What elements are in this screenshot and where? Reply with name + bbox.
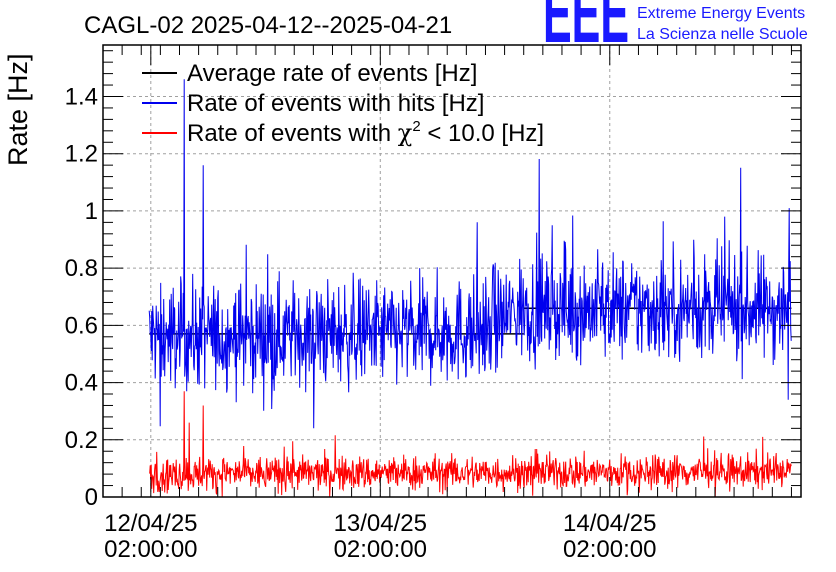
y-tick-label-3: 0.6 (65, 312, 98, 339)
axis-ticks: 00.20.40.60.811.21.412/04/2502:00:0013/0… (65, 45, 801, 563)
y-tick-label-2: 0.4 (65, 370, 98, 397)
plot-frame (102, 44, 802, 498)
y-tick-label-6: 1.2 (65, 141, 98, 168)
axes (102, 44, 802, 498)
legend-label-hits: Rate of events with hits [Hz] (187, 90, 484, 117)
y-axis-label: Rate [Hz] (3, 53, 33, 166)
eee-logo-line2: La Scienza nelle Scuole (637, 26, 808, 43)
plot-area (148, 79, 792, 498)
eee-logo-line1: Extreme Energy Events (637, 5, 805, 22)
y-tick-label-5: 1 (85, 198, 98, 225)
grid-lines (103, 45, 801, 497)
chart-title: CAGL-02 2025-04-12--2025-04-21 (84, 12, 452, 39)
x-tick-time-0: 02:00:00 (104, 536, 197, 563)
x-tick-date-1: 13/04/25 (334, 510, 427, 537)
x-tick-date-2: 14/04/25 (563, 510, 656, 537)
eee-logo-mark: EEE (543, 0, 629, 60)
y-tick-label-0: 0 (85, 484, 98, 511)
x-tick-time-1: 02:00:00 (334, 536, 427, 563)
series-line-hits (148, 79, 792, 429)
series-line-chi2 (149, 391, 792, 498)
legend-label-chi: Rate of events with χ2 < 10.0 [Hz] (187, 118, 544, 147)
y-tick-label-1: 0.2 (65, 427, 98, 454)
legend: Average rate of events [Hz] Rate of event… (142, 60, 544, 147)
y-tick-label-7: 1.4 (65, 83, 98, 110)
x-tick-date-0: 12/04/25 (104, 510, 197, 537)
legend-label-avg: Average rate of events [Hz] (187, 60, 477, 87)
x-tick-time-2: 02:00:00 (563, 536, 656, 563)
y-tick-label-4: 0.8 (65, 255, 98, 282)
eee-logo: EEE Extreme Energy Events La Scienza nel… (543, 0, 808, 60)
